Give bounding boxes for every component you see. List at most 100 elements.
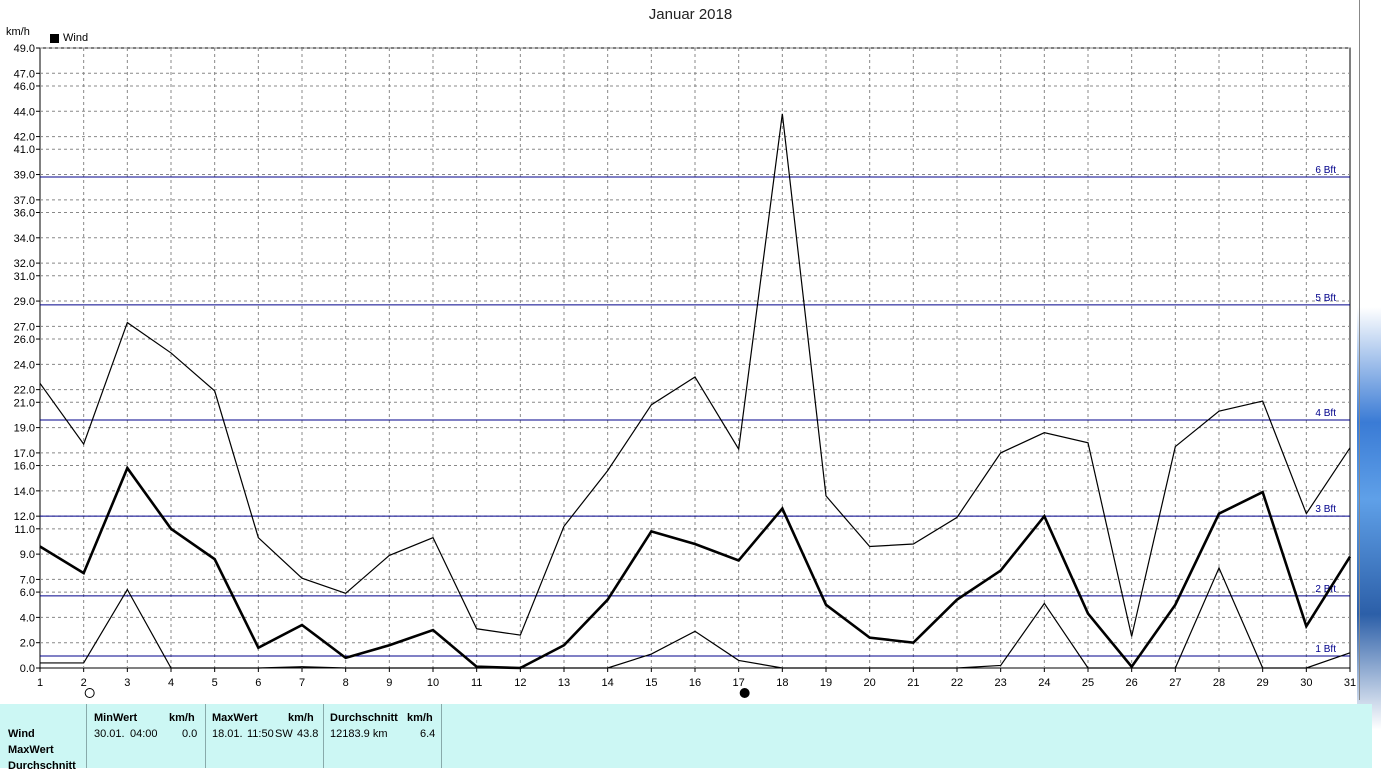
y-tick-label: 42.0 — [14, 132, 35, 144]
series-line — [40, 566, 1351, 669]
y-tick-label: 27.0 — [14, 321, 35, 333]
x-tick-label: 27 — [1169, 677, 1181, 689]
new-moon-icon — [739, 688, 750, 698]
x-tick-label: 26 — [1126, 677, 1138, 689]
x-tick-label: 18 — [776, 677, 788, 689]
beaufort-label: 1 Bft — [1315, 644, 1336, 655]
y-tick-label: 6.0 — [20, 587, 35, 599]
y-tick-label: 41.0 — [14, 144, 35, 156]
x-tick-label: 22 — [951, 677, 963, 689]
x-tick-label: 20 — [864, 677, 876, 689]
x-tick-label: 2 — [81, 677, 87, 689]
y-tick-label: 0.0 — [20, 663, 35, 675]
y-axis-unit: km/h — [6, 26, 30, 38]
min-value: 0.0 — [182, 728, 198, 740]
y-tick-label: 32.0 — [14, 258, 35, 270]
y-tick-label: 24.0 — [14, 359, 35, 371]
y-tick-label: 9.0 — [20, 549, 35, 561]
y-tick-label: 7.0 — [20, 574, 35, 586]
y-tick-label: 21.0 — [14, 397, 35, 409]
stats-row-labels: Wind MaxWert Durchschnitt — [0, 704, 87, 772]
y-tick-label: 16.0 — [14, 461, 35, 473]
avg-header: Durchschnitt — [330, 712, 398, 724]
min-time: 04:00 — [130, 728, 158, 740]
x-tick-label: 30 — [1300, 677, 1312, 689]
y-tick-label: 4.0 — [20, 612, 35, 624]
y-tick-label: 36.0 — [14, 207, 35, 219]
max-date: 18.01. — [212, 728, 243, 740]
min-unit: km/h — [169, 712, 195, 724]
x-tick-label: 9 — [386, 677, 392, 689]
row-label-durchschnitt: Durchschnitt — [8, 760, 76, 772]
series-line — [39, 465, 1352, 670]
legend-label: Wind — [63, 32, 89, 44]
beaufort-label: 3 Bft — [1315, 504, 1336, 515]
x-tick-label: 10 — [427, 677, 439, 689]
y-tick-label: 17.0 — [14, 448, 35, 460]
x-tick-label: 19 — [820, 677, 832, 689]
x-tick-label: 16 — [689, 677, 701, 689]
x-tick-label: 12 — [514, 677, 526, 689]
x-tick-label: 24 — [1038, 677, 1050, 689]
y-tick-label: 37.0 — [14, 195, 35, 207]
wind-chart: 1 2 3 4 5 6 7 8 9 10 11 12 13 14 15 16 17 18 19 20 21 22 23 24 2… — [14, 43, 1356, 698]
x-tick-label: 8 — [343, 677, 349, 689]
x-tick-label: 25 — [1082, 677, 1094, 689]
x-tick-label: 17 — [733, 677, 745, 689]
y-tick-label: 22.0 — [14, 385, 35, 397]
row-label-maxwert: MaxWert — [8, 744, 54, 756]
y-tick-label: 29.0 — [14, 296, 35, 308]
legend: Wind — [50, 32, 88, 44]
x-tick-label: 11 — [471, 677, 482, 689]
x-tick-label: 31 — [1344, 677, 1356, 689]
x-tick-label: 13 — [558, 677, 570, 689]
y-tick-label: 11.0 — [14, 524, 35, 536]
y-tick-label: 31.0 — [14, 271, 35, 283]
max-time: 11:50 — [247, 728, 274, 740]
y-tick-label: 47.0 — [14, 68, 35, 80]
beaufort-label: 4 Bft — [1315, 408, 1336, 419]
x-tick-label: 6 — [255, 677, 261, 689]
stats-min-column: MinWert km/h 30.01. 04:00 0.0 — [87, 704, 206, 768]
legend-swatch — [50, 33, 59, 43]
x-tick-label: 5 — [212, 677, 218, 689]
y-tick-label: 12.0 — [14, 511, 35, 523]
avg-value: 6.4 — [420, 728, 436, 740]
x-tick-label: 14 — [602, 677, 614, 689]
stats-panel: Wind MaxWert Durchschnitt MinWert km/h 3… — [0, 704, 1372, 772]
stats-avg-column: Durchschnitt km/h 12183.9 km 6.4 — [324, 704, 442, 768]
y-tick-label: 19.0 — [14, 423, 35, 435]
series-line — [39, 113, 1351, 637]
y-tick-label: 49.0 — [14, 43, 35, 55]
max-unit: km/h — [288, 712, 314, 724]
beaufort-label: 2 Bft — [1315, 584, 1336, 595]
min-date: 30.01. — [94, 728, 125, 740]
x-tick-label: 29 — [1257, 677, 1269, 689]
max-header: MaxWert — [212, 712, 258, 724]
row-label-wind: Wind — [8, 728, 35, 740]
max-direction: SW — [275, 728, 293, 740]
full-moon-icon — [84, 688, 95, 698]
x-tick-label: 4 — [168, 677, 174, 689]
x-tick-label: 7 — [299, 677, 305, 689]
avg-unit: km/h — [407, 712, 433, 724]
beaufort-label: 6 Bft — [1315, 165, 1336, 176]
max-value: 43.8 — [297, 728, 319, 740]
x-tick-label: 3 — [124, 677, 130, 689]
y-tick-label: 14.0 — [14, 486, 35, 498]
x-tick-label: 1 — [37, 677, 43, 689]
y-tick-label: 46.0 — [14, 81, 35, 93]
chart-title: Januar 2018 — [648, 6, 733, 23]
y-tick-label: 39.0 — [14, 170, 35, 182]
avg-distance: 12183.9 km — [330, 728, 388, 740]
y-tick-label: 34.0 — [14, 233, 35, 245]
y-tick-label: 44.0 — [14, 106, 35, 118]
beaufort-label: 5 Bft — [1315, 293, 1336, 304]
x-tick-label: 28 — [1213, 677, 1225, 689]
min-header: MinWert — [94, 712, 138, 724]
x-tick-label: 23 — [995, 677, 1007, 689]
x-tick-label: 21 — [907, 677, 919, 689]
y-tick-label: 2.0 — [20, 638, 35, 650]
stats-max-column: MaxWert km/h 18.01. 11:50 SW 43.8 — [206, 704, 324, 768]
x-tick-label: 15 — [645, 677, 657, 689]
